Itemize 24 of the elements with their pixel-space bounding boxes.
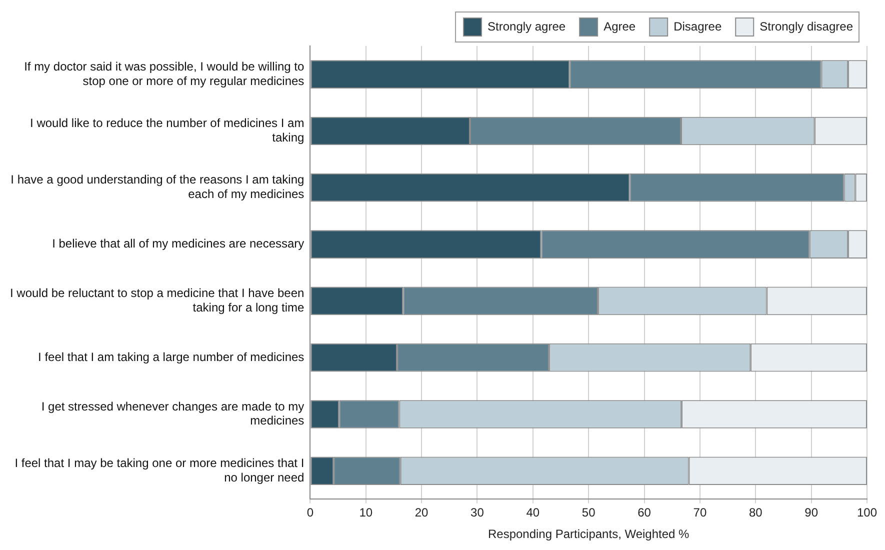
y-tick-label: If my doctor said it was possible, I would be willing to stop one or more of my regular medicines xyxy=(24,59,305,88)
y-tick-label: I feel that I may be taking one or more medicines that I no longer need xyxy=(14,456,304,484)
y-tick-label: I would be reluctant to stop a medicine that I have been taking for a long time xyxy=(10,286,304,314)
y-tick-label: I would like to reduce the number of medicines I am taking xyxy=(30,116,304,144)
x-tick-label: 30 xyxy=(470,506,484,520)
x-tick-label: 50 xyxy=(582,506,596,520)
x-tick-label: 40 xyxy=(526,506,540,520)
legend-label: Strongly agree xyxy=(488,19,566,34)
x-tick-label: 60 xyxy=(638,506,652,520)
y-tick-label: I have a good understanding of the reasons I am taking each of my medicines xyxy=(10,172,304,202)
x-tick-label: 20 xyxy=(414,506,429,520)
x-tick-label: 0 xyxy=(306,506,314,520)
x-axis-title: Responding Participants, Weighted % xyxy=(488,527,690,542)
x-tick-label: 90 xyxy=(804,506,818,520)
legend-label: Strongly disagree xyxy=(760,19,854,34)
x-tick-label: 100 xyxy=(856,506,878,520)
legend-label: Disagree xyxy=(674,19,722,34)
y-tick-label: I get stressed whenever changes are made to my medicines xyxy=(41,399,304,428)
x-tick-label: 80 xyxy=(748,506,763,520)
y-tick-label: I believe that all of my medicines are necessary xyxy=(52,236,304,251)
y-tick-label: I feel that I am taking a large number of medicines xyxy=(38,350,304,364)
x-tick-label: 70 xyxy=(693,506,707,520)
legend-label: Agree xyxy=(604,19,636,34)
x-tick-label: 10 xyxy=(359,506,373,520)
